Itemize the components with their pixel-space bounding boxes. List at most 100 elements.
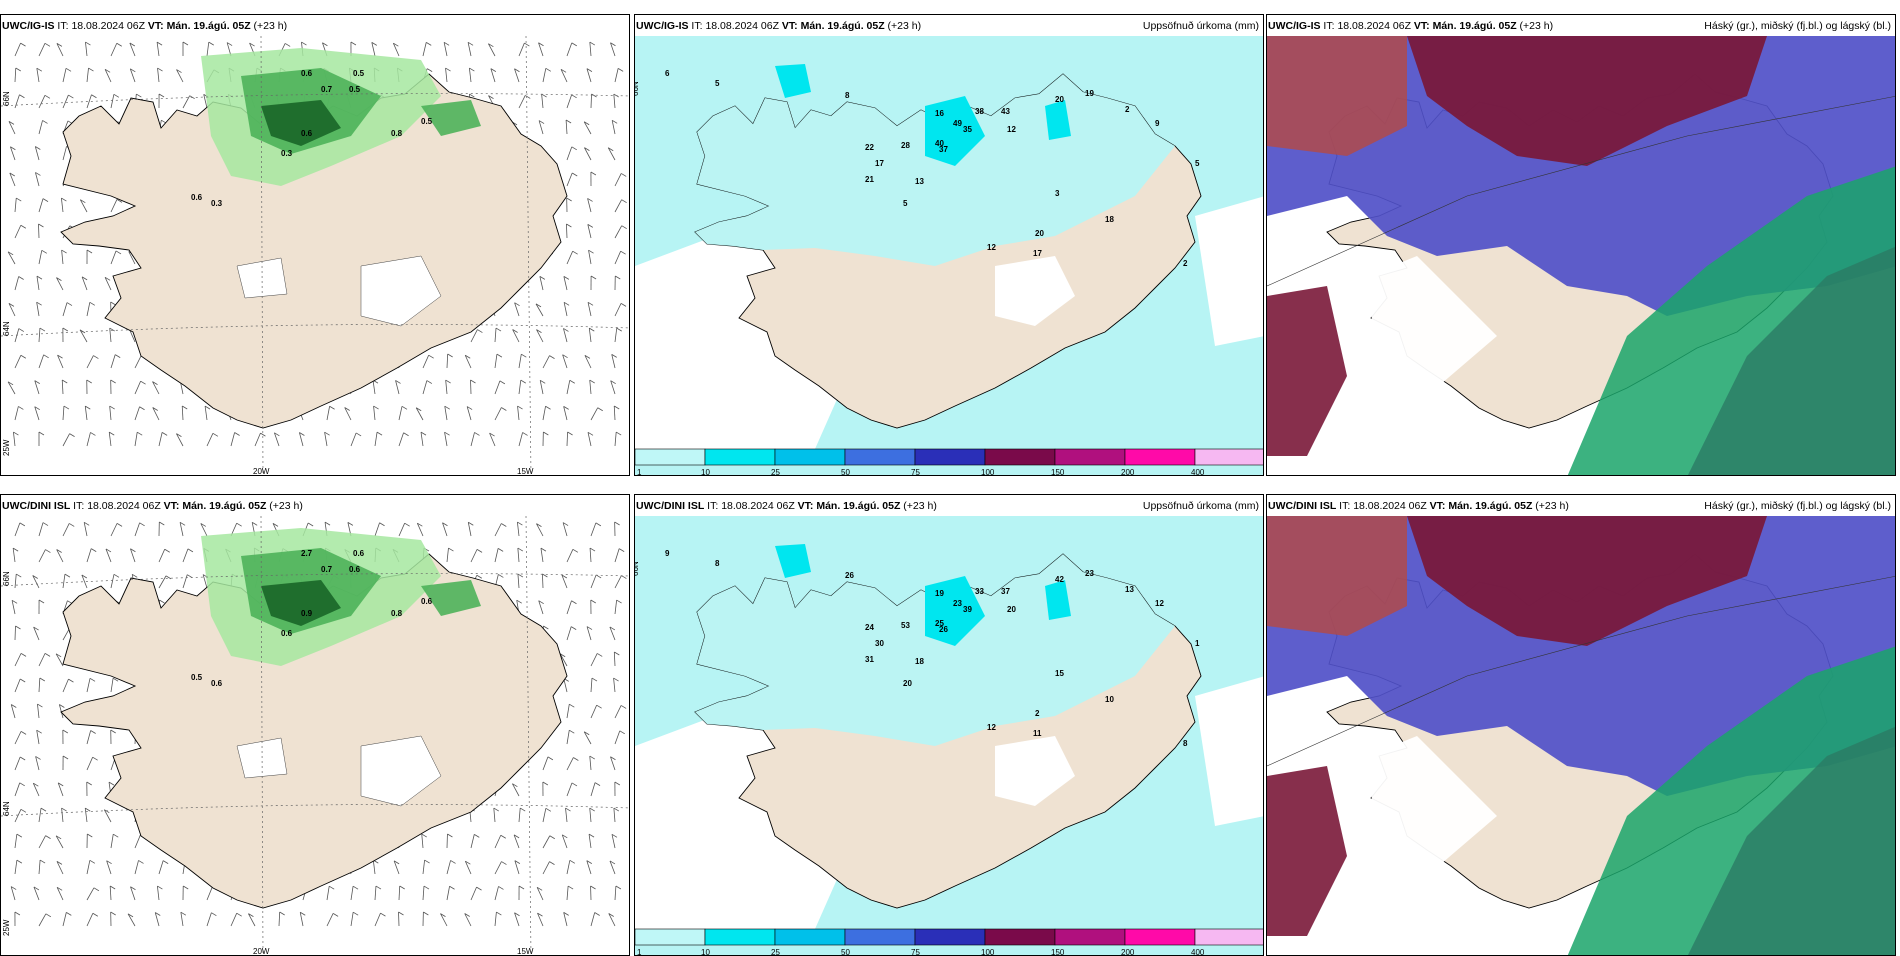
precip-label: 49 [953, 119, 962, 128]
colorbar-swatch [845, 929, 915, 945]
colorbar-tick: 25 [771, 468, 780, 476]
colorbar-swatch [1125, 449, 1195, 465]
colorbar-tick: 75 [911, 468, 920, 476]
panel-header: UWC/IG-IS IT: 18.08.2024 06Z VT: Mán. 19… [1268, 20, 1553, 32]
colorbar-tick: 150 [1051, 948, 1065, 956]
lat-label: 64N [2, 321, 11, 336]
precip-label: 38 [975, 107, 984, 116]
colorbar-swatch [1195, 929, 1264, 945]
cloud-water-label: 0.6 [353, 549, 365, 558]
panel-ig-cloud: UWC/IG-IS IT: 18.08.2024 06Z VT: Mán. 19… [1266, 14, 1896, 476]
precip-label: 8 [845, 91, 850, 100]
colorbar-tick: 200 [1121, 468, 1135, 476]
precip-label: 30 [875, 639, 884, 648]
precip-label: 19 [1085, 89, 1094, 98]
colorbar-tick: 1 [637, 948, 642, 956]
precip-label: 20 [903, 679, 912, 688]
cloud-water-label: 0.6 [421, 597, 433, 606]
cloud-water-label: 0.6 [349, 565, 361, 574]
precip-label: 3 [1055, 189, 1060, 198]
precip-colorbar [635, 449, 1264, 465]
lon-label: 20W [253, 947, 270, 956]
colorbar-tick: 50 [841, 948, 850, 956]
precip-label: 9 [1155, 119, 1160, 128]
precip-label: 8 [715, 559, 720, 568]
precip-label: 22 [865, 143, 874, 152]
precip-label: 20 [1007, 605, 1016, 614]
precip-label: 10 [1105, 695, 1114, 704]
cloud-water-label: 0.6 [191, 193, 203, 202]
lat-label: 66N [2, 571, 11, 586]
precip-label: 26 [939, 625, 948, 634]
cloud-water-label: 0.5 [191, 673, 203, 682]
lat-label: 66N [635, 561, 640, 576]
precip-label: 15 [1055, 669, 1064, 678]
lat-label: 66N [635, 81, 640, 96]
colorbar-swatch [1125, 929, 1195, 945]
precip-label: 13 [1125, 585, 1134, 594]
precip-label: 5 [715, 79, 720, 88]
colorbar-swatch [775, 929, 845, 945]
precip-label: 2 [1183, 259, 1188, 268]
precip-label: 8 [1183, 739, 1188, 748]
panel-dini-wind: UWC/DINI ISL IT: 18.08.2024 06Z VT: Mán.… [0, 494, 630, 956]
precip-label: 16 [935, 109, 944, 118]
lat-label: 64N [2, 801, 11, 816]
colorbar-tick: 50 [841, 468, 850, 476]
cloud-water-label: 0.6 [281, 629, 293, 638]
precip-label: 17 [1033, 249, 1042, 258]
colorbar-swatch [635, 929, 705, 945]
colorbar-swatch [845, 449, 915, 465]
precip-label: 37 [939, 145, 948, 154]
cloud-water-label: 0.3 [211, 199, 223, 208]
colorbar-swatch [915, 929, 985, 945]
precip-label: 5 [1195, 159, 1200, 168]
colorbar-tick: 100 [981, 468, 995, 476]
lon-label: 15W [517, 467, 534, 476]
precip-label: 12 [987, 243, 996, 252]
precip-label: 11 [1033, 729, 1042, 738]
panel-title-right: Háský (gr.), miðský (fj.bl.) og lágský (… [1704, 20, 1891, 32]
panel-header: UWC/IG-IS IT: 18.08.2024 06Z VT: Mán. 19… [2, 20, 287, 32]
panel-header: UWC/IG-IS IT: 18.08.2024 06Z VT: Mán. 19… [636, 20, 921, 32]
precip-label: 23 [1085, 569, 1094, 578]
colorbar-swatch [705, 449, 775, 465]
colorbar-tick: 150 [1051, 468, 1065, 476]
precip-label: 37 [1001, 587, 1010, 596]
precip-label: 26 [845, 571, 854, 580]
panel-dini-cloud: UWC/DINI ISL IT: 18.08.2024 06Z VT: Mán.… [1266, 494, 1896, 956]
cloud-water-label: 0.5 [349, 85, 361, 94]
panel-title-right: Uppsöfnuð úrkoma (mm) [1143, 20, 1259, 32]
panel-header: UWC/DINI ISL IT: 18.08.2024 06Z VT: Mán.… [2, 500, 303, 512]
panel-ig-precip: UWC/IG-IS IT: 18.08.2024 06Z VT: Mán. 19… [634, 14, 1264, 476]
cloud-water-label: 0.8 [391, 609, 403, 618]
panel-header: UWC/DINI ISL IT: 18.08.2024 06Z VT: Mán.… [636, 500, 937, 512]
cloud-water-label: 0.7 [321, 85, 333, 94]
colorbar-swatch [635, 449, 705, 465]
precip-label: 6 [665, 69, 670, 78]
map-cloud-ig [1267, 36, 1896, 476]
colorbar-swatch [775, 449, 845, 465]
precip-label: 39 [963, 605, 972, 614]
cloud-water-label: 0.5 [353, 69, 365, 78]
lat-label: 66N [2, 91, 11, 106]
cloud-water-label: 0.6 [301, 129, 313, 138]
precip-label: 24 [865, 623, 874, 632]
colorbar-tick: 25 [771, 948, 780, 956]
cloud-water-label: 0.3 [281, 149, 293, 158]
colorbar-tick: 100 [981, 948, 995, 956]
precip-label: 23 [953, 599, 962, 608]
colorbar-tick: 10 [701, 468, 710, 476]
precip-label: 12 [987, 723, 996, 732]
panel-title-right: Uppsöfnuð úrkoma (mm) [1143, 500, 1259, 512]
precip-label: 20 [1035, 229, 1044, 238]
lon-label: 15W [517, 947, 534, 956]
precip-label: 2 [1035, 709, 1040, 718]
lon-label: 25W [2, 919, 11, 936]
lon-label: 25W [2, 439, 11, 456]
cloud-water-label: 0.9 [301, 609, 313, 618]
panel-title-right: Háský (gr.), miðský (fj.bl.) og lágský (… [1704, 500, 1891, 512]
map-cloud-dini [1267, 516, 1896, 956]
